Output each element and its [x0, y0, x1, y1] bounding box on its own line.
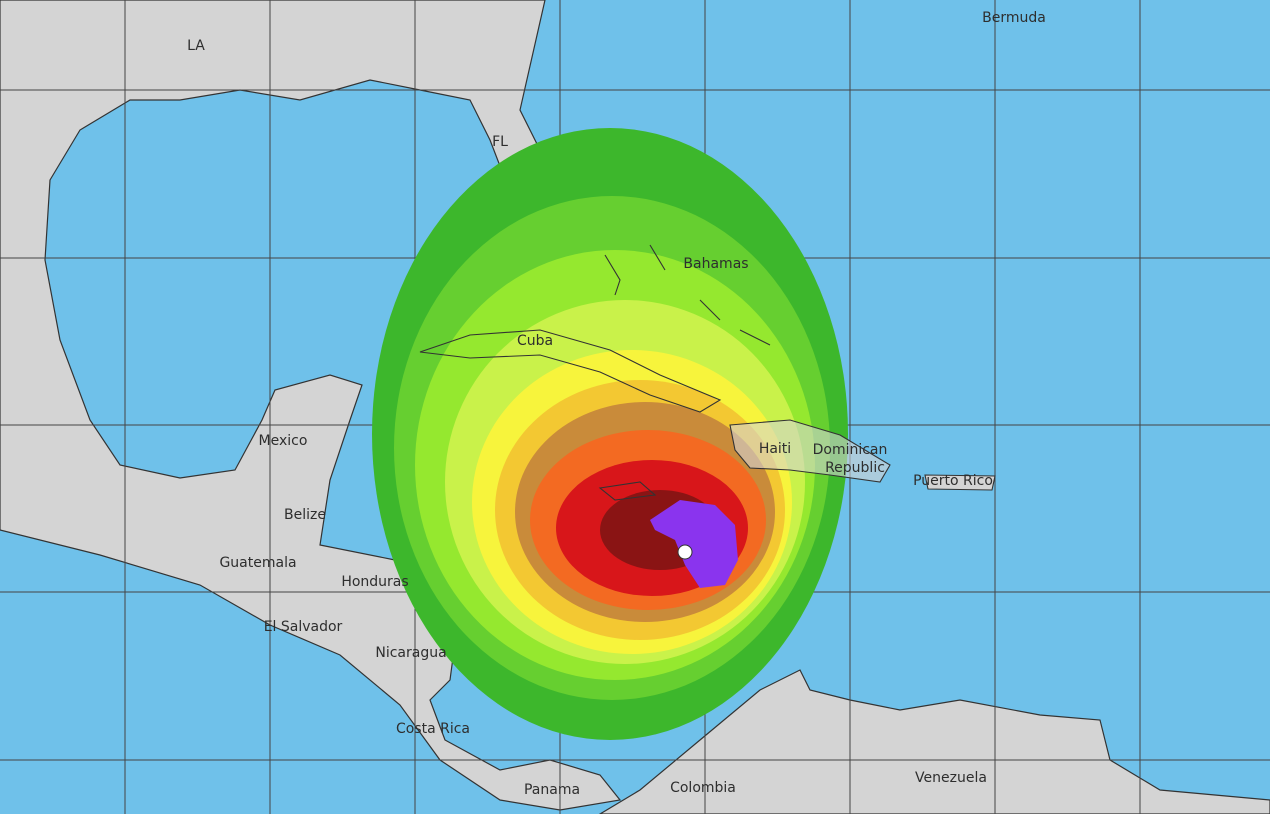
bahamas-islands [604, 244, 771, 346]
place-label: Guatemala [219, 555, 296, 571]
place-label: Belize [284, 507, 326, 523]
place-label: Puerto Rico [913, 473, 993, 489]
place-label: Venezuela [915, 770, 987, 786]
place-label: El Salvador [264, 619, 343, 635]
swath-core [650, 500, 738, 588]
storm-center [677, 544, 693, 560]
place-label: Dominican [813, 442, 888, 458]
wind-swath [372, 128, 848, 740]
place-label: Cuba [517, 333, 553, 349]
puerto-rico [924, 474, 996, 491]
place-label: Nicaragua [375, 645, 446, 661]
jamaica [598, 481, 657, 501]
place-label: Bermuda [982, 10, 1046, 26]
place-label: Mexico [259, 433, 308, 449]
place-label: Republic [825, 460, 885, 476]
island-outlines [419, 244, 996, 501]
hispaniola [729, 419, 891, 483]
cuba [419, 329, 722, 413]
place-label: Costa Rica [396, 721, 470, 737]
place-label: Colombia [670, 780, 736, 796]
place-label: LA [187, 38, 205, 54]
place-label: Bahamas [683, 256, 748, 272]
place-label: Haiti [759, 441, 791, 457]
labels: LA FL Bermuda Bahamas Cuba Mexico Belize Guatem… [187, 10, 1046, 798]
place-label: Panama [524, 782, 580, 798]
place-label: Honduras [341, 574, 408, 590]
place-label: FL [492, 134, 508, 150]
south-america [598, 669, 1270, 814]
